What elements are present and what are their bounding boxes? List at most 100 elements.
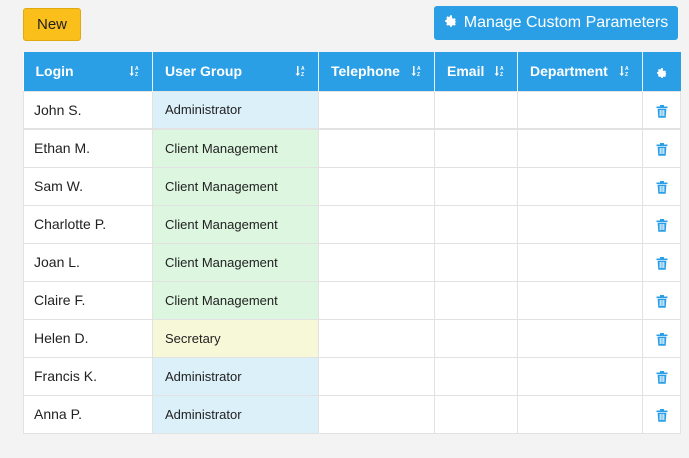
user-group-cell[interactable]: Client Management bbox=[152, 204, 319, 244]
svg-text:Z: Z bbox=[417, 72, 420, 77]
email-cell[interactable] bbox=[434, 242, 518, 282]
row-actions-cell bbox=[642, 318, 681, 358]
login-cell[interactable]: Sam W. bbox=[23, 166, 153, 206]
trash-icon[interactable] bbox=[656, 143, 668, 156]
manage-custom-parameters-button[interactable]: Manage Custom Parameters bbox=[434, 6, 678, 40]
table-row[interactable]: Francis K. Administrator bbox=[23, 356, 681, 396]
login-cell[interactable]: Ethan M. bbox=[23, 128, 153, 168]
user-group-cell[interactable]: Client Management bbox=[152, 128, 319, 168]
department-cell[interactable] bbox=[517, 280, 643, 320]
row-actions-cell bbox=[642, 242, 681, 282]
user-group-cell[interactable]: Client Management bbox=[152, 166, 319, 206]
table-row[interactable]: Ethan M. Client Management bbox=[23, 128, 681, 168]
table-row[interactable]: Charlotte P. Client Management bbox=[23, 204, 681, 244]
svg-text:A: A bbox=[301, 66, 305, 72]
telephone-cell[interactable] bbox=[318, 128, 435, 168]
email-cell[interactable] bbox=[434, 128, 518, 168]
telephone-cell[interactable] bbox=[318, 90, 435, 130]
email-cell[interactable] bbox=[434, 90, 518, 130]
login-cell[interactable]: Francis K. bbox=[23, 356, 153, 396]
sort-icon[interactable]: AZ bbox=[493, 65, 505, 77]
department-cell[interactable] bbox=[517, 90, 643, 130]
login-cell[interactable]: John S. bbox=[23, 90, 153, 130]
user-group-cell[interactable]: Administrator bbox=[152, 356, 319, 396]
trash-icon[interactable] bbox=[656, 104, 668, 118]
department-cell[interactable] bbox=[517, 394, 643, 434]
column-header-login[interactable]: Login A Z bbox=[23, 52, 153, 91]
gear-icon[interactable] bbox=[656, 67, 668, 79]
table-row[interactable]: Joan L. Client Management bbox=[23, 242, 681, 282]
table-row[interactable]: John S. Administrator bbox=[23, 90, 681, 130]
user-group-cell[interactable]: Administrator bbox=[152, 394, 319, 434]
svg-text:A: A bbox=[417, 66, 421, 72]
svg-text:Z: Z bbox=[135, 72, 138, 77]
login-cell[interactable]: Helen D. bbox=[23, 318, 153, 358]
trash-icon[interactable] bbox=[656, 256, 668, 270]
manage-custom-parameters-label: Manage Custom Parameters bbox=[463, 14, 669, 31]
telephone-cell[interactable] bbox=[318, 242, 435, 282]
table-header-row: Login A Z User Group A Z Telephone A Z Email A Z… bbox=[23, 52, 681, 91]
table-row[interactable]: Helen D. Secretary bbox=[23, 318, 681, 358]
login-cell[interactable]: Joan L. bbox=[23, 242, 153, 282]
telephone-cell[interactable] bbox=[318, 166, 435, 206]
telephone-cell[interactable] bbox=[318, 394, 435, 434]
row-actions-cell bbox=[642, 356, 681, 396]
trash-icon[interactable] bbox=[656, 180, 668, 194]
row-actions-cell bbox=[642, 90, 681, 130]
svg-text:Z: Z bbox=[500, 72, 503, 77]
department-cell[interactable] bbox=[517, 128, 643, 168]
table-row[interactable]: Sam W. Client Management bbox=[23, 166, 681, 206]
trash-icon[interactable] bbox=[656, 370, 668, 384]
column-settings[interactable] bbox=[642, 52, 681, 91]
row-actions-cell bbox=[642, 204, 681, 244]
email-cell[interactable] bbox=[434, 280, 518, 320]
sort-icon[interactable]: AZ bbox=[410, 65, 422, 77]
user-group-cell[interactable]: Administrator bbox=[152, 90, 319, 130]
users-table: Login A Z User Group A Z Telephone A Z Email A Z… bbox=[23, 52, 681, 434]
new-button[interactable]: New bbox=[23, 8, 81, 41]
user-group-cell[interactable]: Client Management bbox=[152, 280, 319, 320]
svg-text:A: A bbox=[135, 66, 139, 72]
telephone-cell[interactable] bbox=[318, 280, 435, 320]
telephone-cell[interactable] bbox=[318, 204, 435, 244]
sort-icon[interactable]: AZ bbox=[294, 65, 306, 77]
user-group-cell[interactable]: Secretary bbox=[152, 318, 319, 358]
trash-icon[interactable] bbox=[656, 408, 668, 422]
email-cell[interactable] bbox=[434, 204, 518, 244]
column-header-email[interactable]: Email A Z bbox=[434, 52, 518, 91]
trash-icon[interactable] bbox=[656, 332, 668, 346]
email-cell[interactable] bbox=[434, 394, 518, 434]
email-cell[interactable] bbox=[434, 166, 518, 206]
department-cell[interactable] bbox=[517, 356, 643, 396]
login-cell[interactable]: Claire F. bbox=[23, 280, 153, 320]
row-actions-cell bbox=[642, 166, 681, 206]
department-cell[interactable] bbox=[517, 166, 643, 206]
email-cell[interactable] bbox=[434, 356, 518, 396]
sort-icon[interactable]: AZ bbox=[128, 65, 140, 77]
telephone-cell[interactable] bbox=[318, 356, 435, 396]
login-cell[interactable]: Anna P. bbox=[23, 394, 153, 434]
email-cell[interactable] bbox=[434, 318, 518, 358]
column-header-department[interactable]: Department A Z bbox=[517, 52, 643, 91]
svg-text:Z: Z bbox=[625, 72, 628, 77]
department-cell[interactable] bbox=[517, 318, 643, 358]
column-header-telephone[interactable]: Telephone A Z bbox=[318, 52, 435, 91]
telephone-cell[interactable] bbox=[318, 318, 435, 358]
user-group-cell[interactable]: Client Management bbox=[152, 242, 319, 282]
row-actions-cell bbox=[642, 280, 681, 320]
gear-icon bbox=[444, 14, 458, 33]
svg-text:A: A bbox=[625, 66, 629, 72]
table-row[interactable]: Anna P. Administrator bbox=[23, 394, 681, 434]
column-header-user-group[interactable]: User Group A Z bbox=[152, 52, 319, 91]
table-row[interactable]: Claire F. Client Management bbox=[23, 280, 681, 320]
department-cell[interactable] bbox=[517, 204, 643, 244]
login-cell[interactable]: Charlotte P. bbox=[23, 204, 153, 244]
trash-icon[interactable] bbox=[656, 218, 668, 232]
row-actions-cell bbox=[642, 128, 681, 168]
svg-text:Z: Z bbox=[301, 72, 304, 77]
svg-text:A: A bbox=[500, 66, 504, 72]
row-actions-cell bbox=[642, 394, 681, 434]
department-cell[interactable] bbox=[517, 242, 643, 282]
trash-icon[interactable] bbox=[656, 294, 668, 308]
sort-icon[interactable]: AZ bbox=[618, 65, 630, 77]
